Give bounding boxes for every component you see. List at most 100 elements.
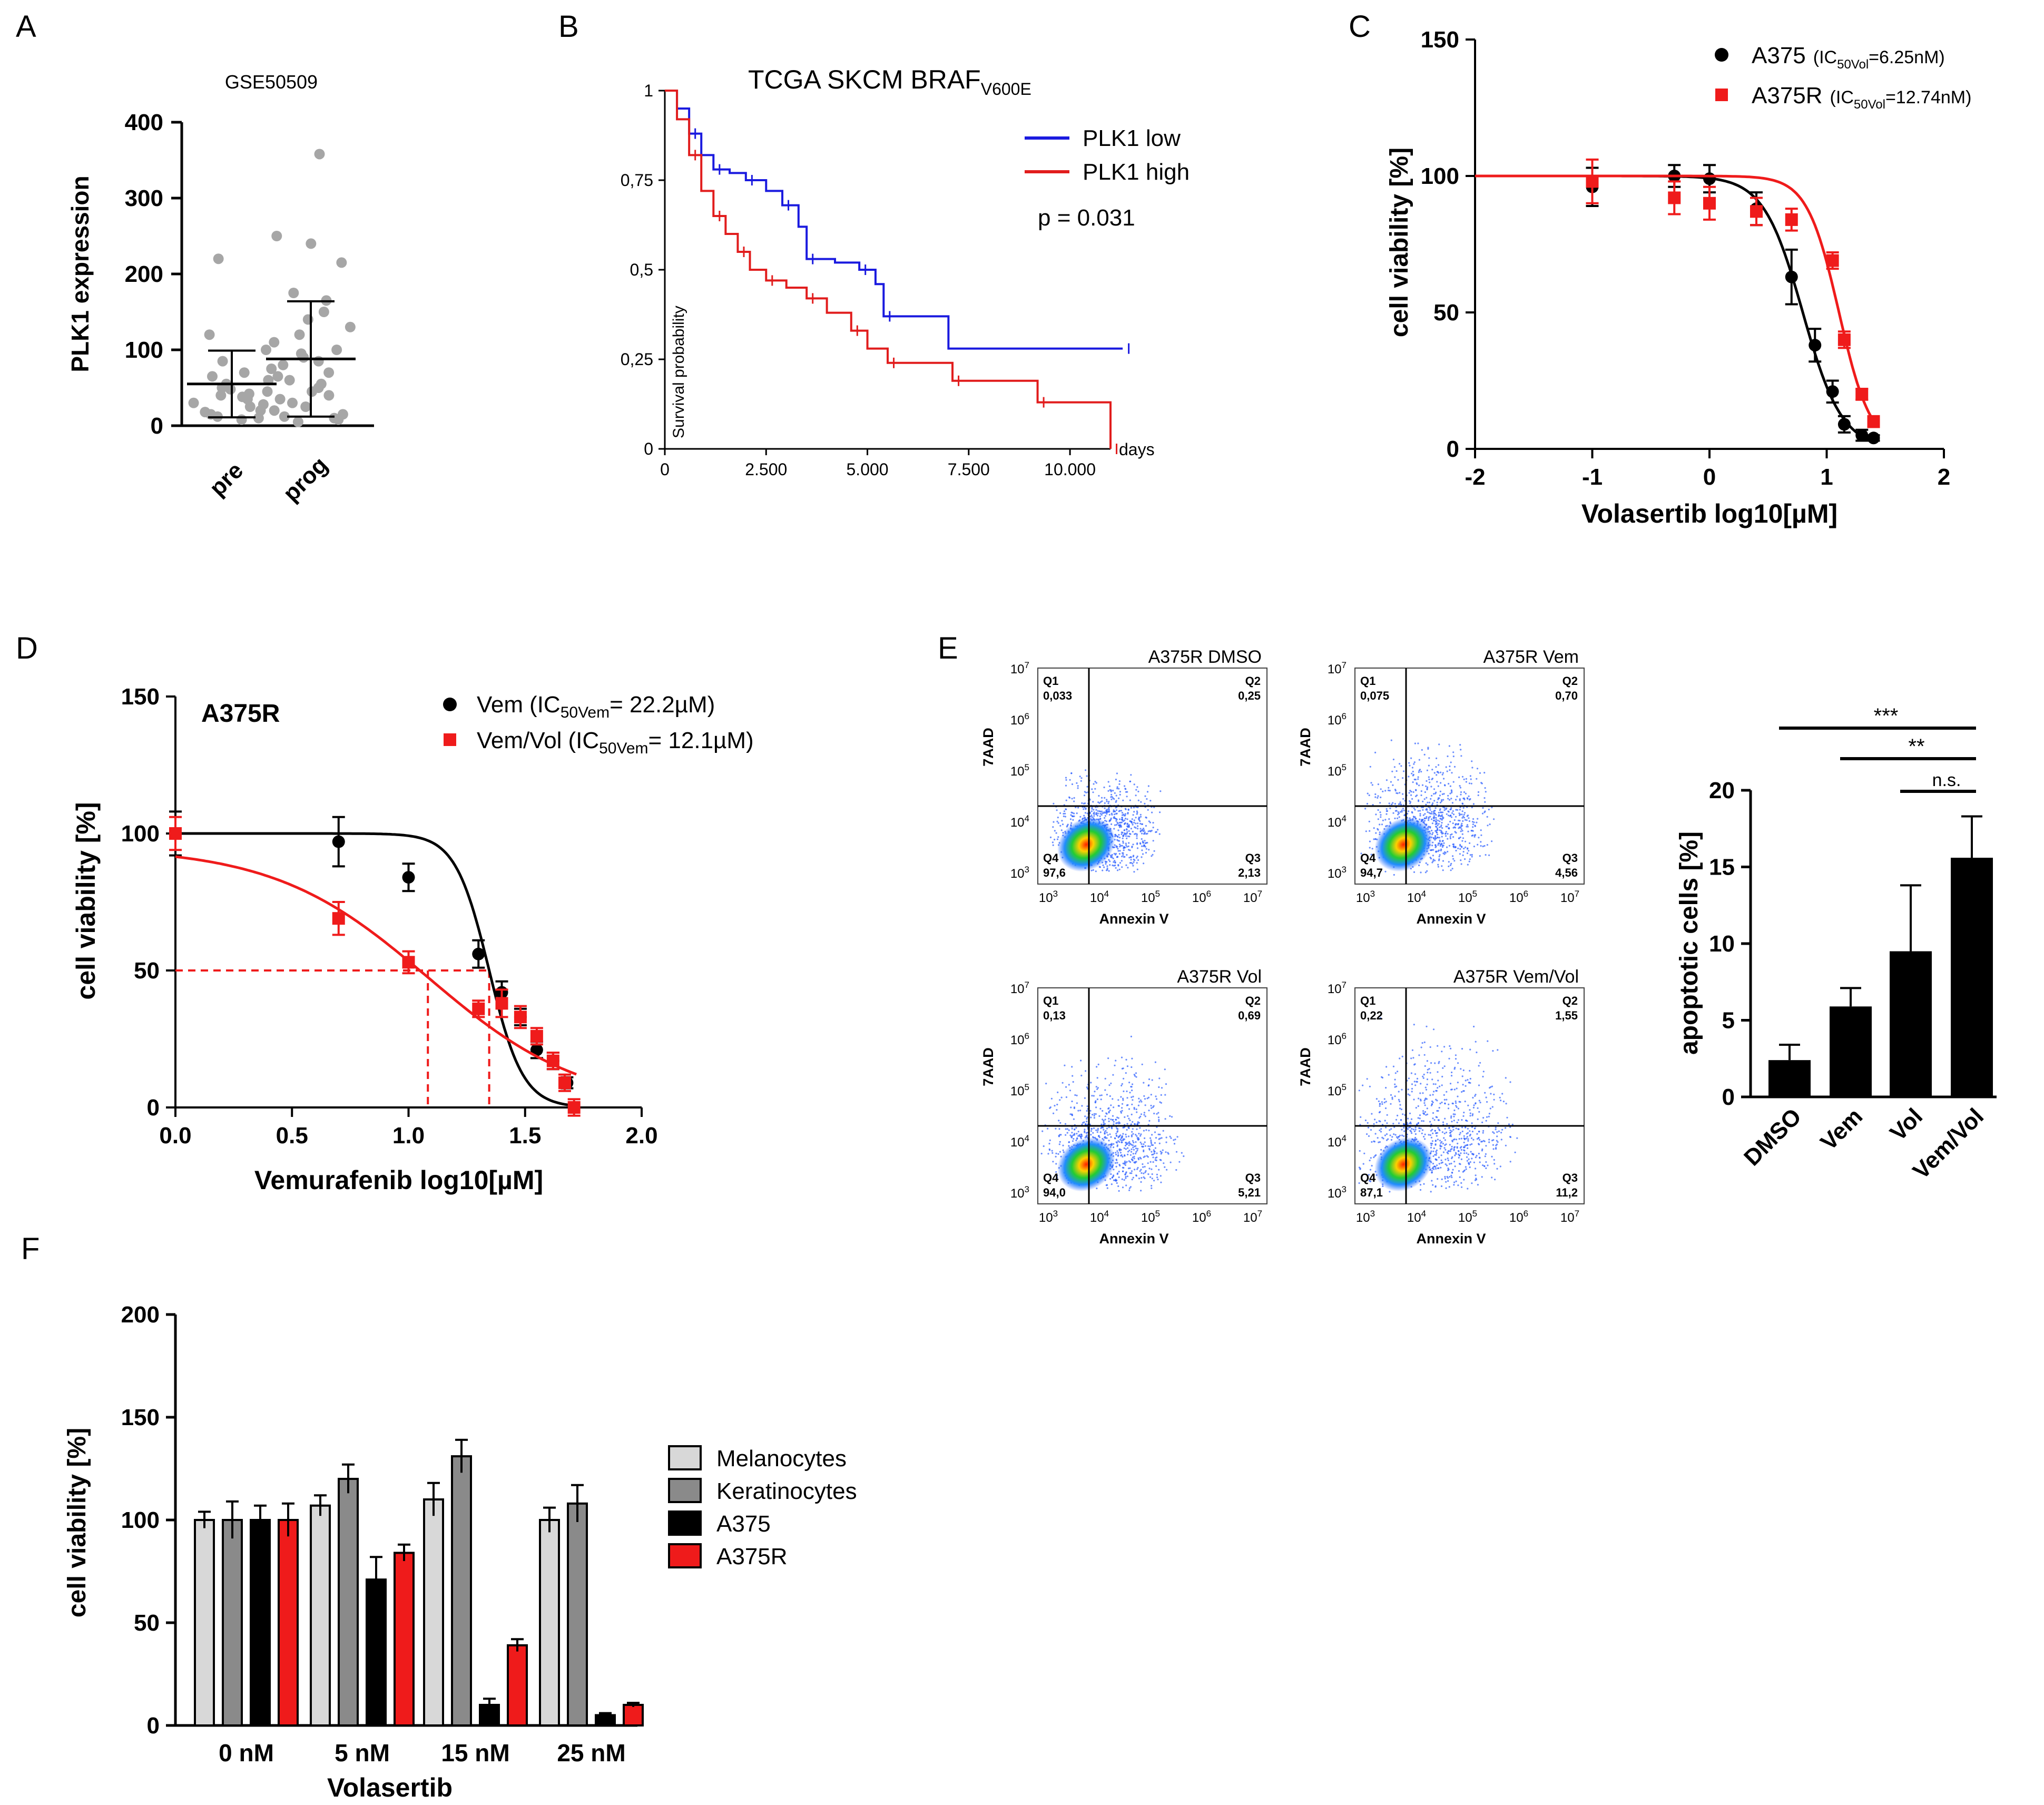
flow-event bbox=[1141, 838, 1143, 840]
flow-event bbox=[1466, 815, 1468, 817]
flow-event bbox=[1133, 871, 1135, 873]
flow-event bbox=[1113, 1146, 1115, 1149]
flow-event bbox=[1374, 751, 1377, 753]
c-point-A375R bbox=[1785, 213, 1798, 226]
flow-event bbox=[1420, 871, 1422, 874]
flow-event bbox=[1077, 1110, 1079, 1112]
flow-event bbox=[1413, 1024, 1415, 1026]
flow-event bbox=[1080, 1136, 1082, 1138]
flow-event bbox=[1452, 1169, 1454, 1171]
flow-event bbox=[1469, 842, 1471, 844]
flow-event bbox=[1133, 1149, 1135, 1151]
panel-a-point bbox=[345, 321, 356, 332]
flow-event bbox=[1488, 1115, 1490, 1117]
flow-event bbox=[1425, 862, 1427, 864]
flow-event bbox=[1418, 800, 1420, 802]
flow-event bbox=[1441, 844, 1443, 847]
flow-event bbox=[1462, 820, 1464, 822]
flow-event bbox=[1095, 812, 1097, 814]
flow-event bbox=[1360, 852, 1362, 855]
flow-event bbox=[1471, 856, 1473, 858]
flow-event bbox=[1135, 1151, 1137, 1153]
c-ytick-label: 50 bbox=[1433, 300, 1459, 326]
flow-event bbox=[1129, 1186, 1132, 1188]
flow-event bbox=[1122, 1097, 1124, 1100]
flow-event bbox=[1131, 1170, 1133, 1172]
flow-event bbox=[1128, 842, 1130, 844]
flow-event bbox=[1432, 1184, 1434, 1186]
flow-event bbox=[1460, 1137, 1462, 1140]
flow-event bbox=[1149, 1145, 1151, 1147]
flow-event bbox=[1461, 846, 1463, 848]
flow-event bbox=[1451, 791, 1453, 793]
flow-event bbox=[1440, 782, 1442, 784]
flow-event bbox=[1447, 815, 1450, 817]
flow-event bbox=[1129, 1172, 1131, 1174]
flow-event bbox=[1076, 1133, 1078, 1135]
c-xtick-label: 2 bbox=[1938, 464, 1950, 490]
flow-event bbox=[1065, 1134, 1067, 1136]
flow-event bbox=[1084, 791, 1086, 793]
flow-event bbox=[1165, 1083, 1167, 1085]
flow-event bbox=[1123, 849, 1125, 851]
d-point-Vem/Vol bbox=[495, 997, 508, 1010]
flow-event bbox=[1135, 789, 1137, 791]
flow-event bbox=[1468, 1158, 1470, 1160]
flow-event bbox=[1138, 1097, 1140, 1100]
flow-event bbox=[1048, 1148, 1050, 1150]
flow-event bbox=[1135, 1147, 1137, 1150]
flow-event bbox=[1062, 823, 1064, 826]
flow-event bbox=[1426, 1078, 1429, 1081]
flow-event bbox=[1103, 1129, 1105, 1131]
flow-event bbox=[1433, 1165, 1436, 1168]
flow-event bbox=[1421, 1042, 1423, 1044]
flow-event bbox=[1155, 831, 1157, 833]
flow-event bbox=[1391, 770, 1393, 772]
flow-event bbox=[1156, 1152, 1158, 1154]
flow-event bbox=[1442, 869, 1444, 871]
flow-event bbox=[1109, 1095, 1111, 1097]
flow-event bbox=[1100, 1094, 1103, 1096]
flow-event bbox=[1493, 818, 1495, 820]
flow-event bbox=[1121, 1084, 1123, 1087]
flow-event bbox=[1115, 800, 1117, 802]
flow-event bbox=[1083, 815, 1085, 817]
flow-event bbox=[1115, 778, 1117, 781]
flow-event bbox=[1079, 816, 1082, 818]
flow-event bbox=[1114, 792, 1116, 794]
flow-event bbox=[1465, 1080, 1467, 1082]
flow-event bbox=[1493, 1098, 1495, 1101]
flow-quadrant-value: 1,55 bbox=[1555, 1009, 1578, 1022]
flow-event bbox=[1481, 1121, 1483, 1123]
flow-event bbox=[1403, 1135, 1405, 1137]
flow-event bbox=[1133, 1155, 1135, 1157]
flow-event bbox=[1499, 1096, 1501, 1098]
flow-event bbox=[1128, 830, 1130, 832]
flow-event bbox=[1479, 772, 1481, 774]
panel-b-ytick-label: 0,75 bbox=[621, 171, 653, 190]
flow-event bbox=[1132, 814, 1134, 816]
e2-ytick-label: 0 bbox=[1722, 1084, 1735, 1110]
flow-event bbox=[1105, 1184, 1107, 1186]
flow-event bbox=[1461, 802, 1463, 805]
flow-event bbox=[1090, 810, 1093, 812]
flow-event bbox=[1128, 836, 1131, 838]
f-legend-label: A375R bbox=[716, 1544, 788, 1569]
flow-event bbox=[1465, 1168, 1467, 1170]
flow-event bbox=[1452, 756, 1455, 758]
panel-label-a: A bbox=[16, 9, 36, 44]
flow-event bbox=[1122, 1170, 1124, 1172]
flow-event bbox=[1132, 1144, 1134, 1146]
flow-event bbox=[1451, 790, 1453, 792]
flow-event bbox=[1453, 1184, 1455, 1186]
flow-event bbox=[1435, 819, 1437, 821]
flow-event bbox=[1151, 855, 1153, 857]
c-point-A375R bbox=[1837, 333, 1851, 346]
flow-event bbox=[1463, 791, 1466, 793]
flow-event bbox=[1118, 1190, 1120, 1192]
flow-event bbox=[1108, 1112, 1110, 1114]
c-xtick-label: -2 bbox=[1465, 464, 1485, 490]
flow-event bbox=[1119, 850, 1121, 852]
flow-event bbox=[1138, 1178, 1140, 1180]
panel-a-point bbox=[307, 386, 318, 397]
